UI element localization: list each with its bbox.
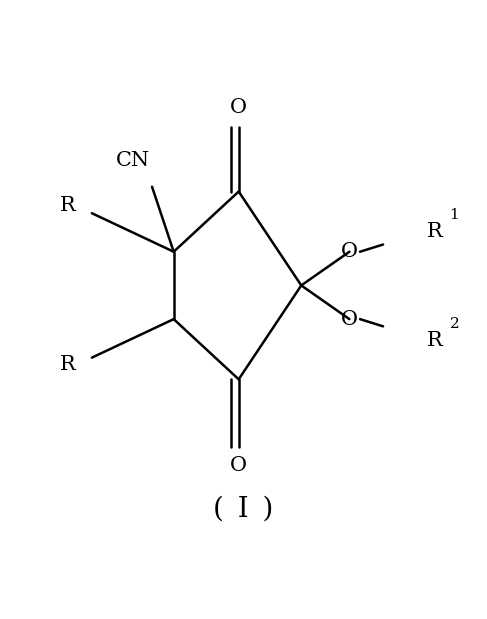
Text: ( I ): ( I ) <box>213 496 274 523</box>
Text: R: R <box>427 222 442 241</box>
Text: O: O <box>230 98 247 117</box>
Text: R: R <box>60 196 75 215</box>
Text: 1: 1 <box>450 208 459 222</box>
Text: CN: CN <box>116 151 150 170</box>
Text: 2: 2 <box>450 317 459 331</box>
Text: R: R <box>60 355 75 374</box>
Text: O: O <box>341 242 358 261</box>
Text: O: O <box>341 310 358 329</box>
Text: O: O <box>230 456 247 475</box>
Text: R: R <box>427 331 442 350</box>
